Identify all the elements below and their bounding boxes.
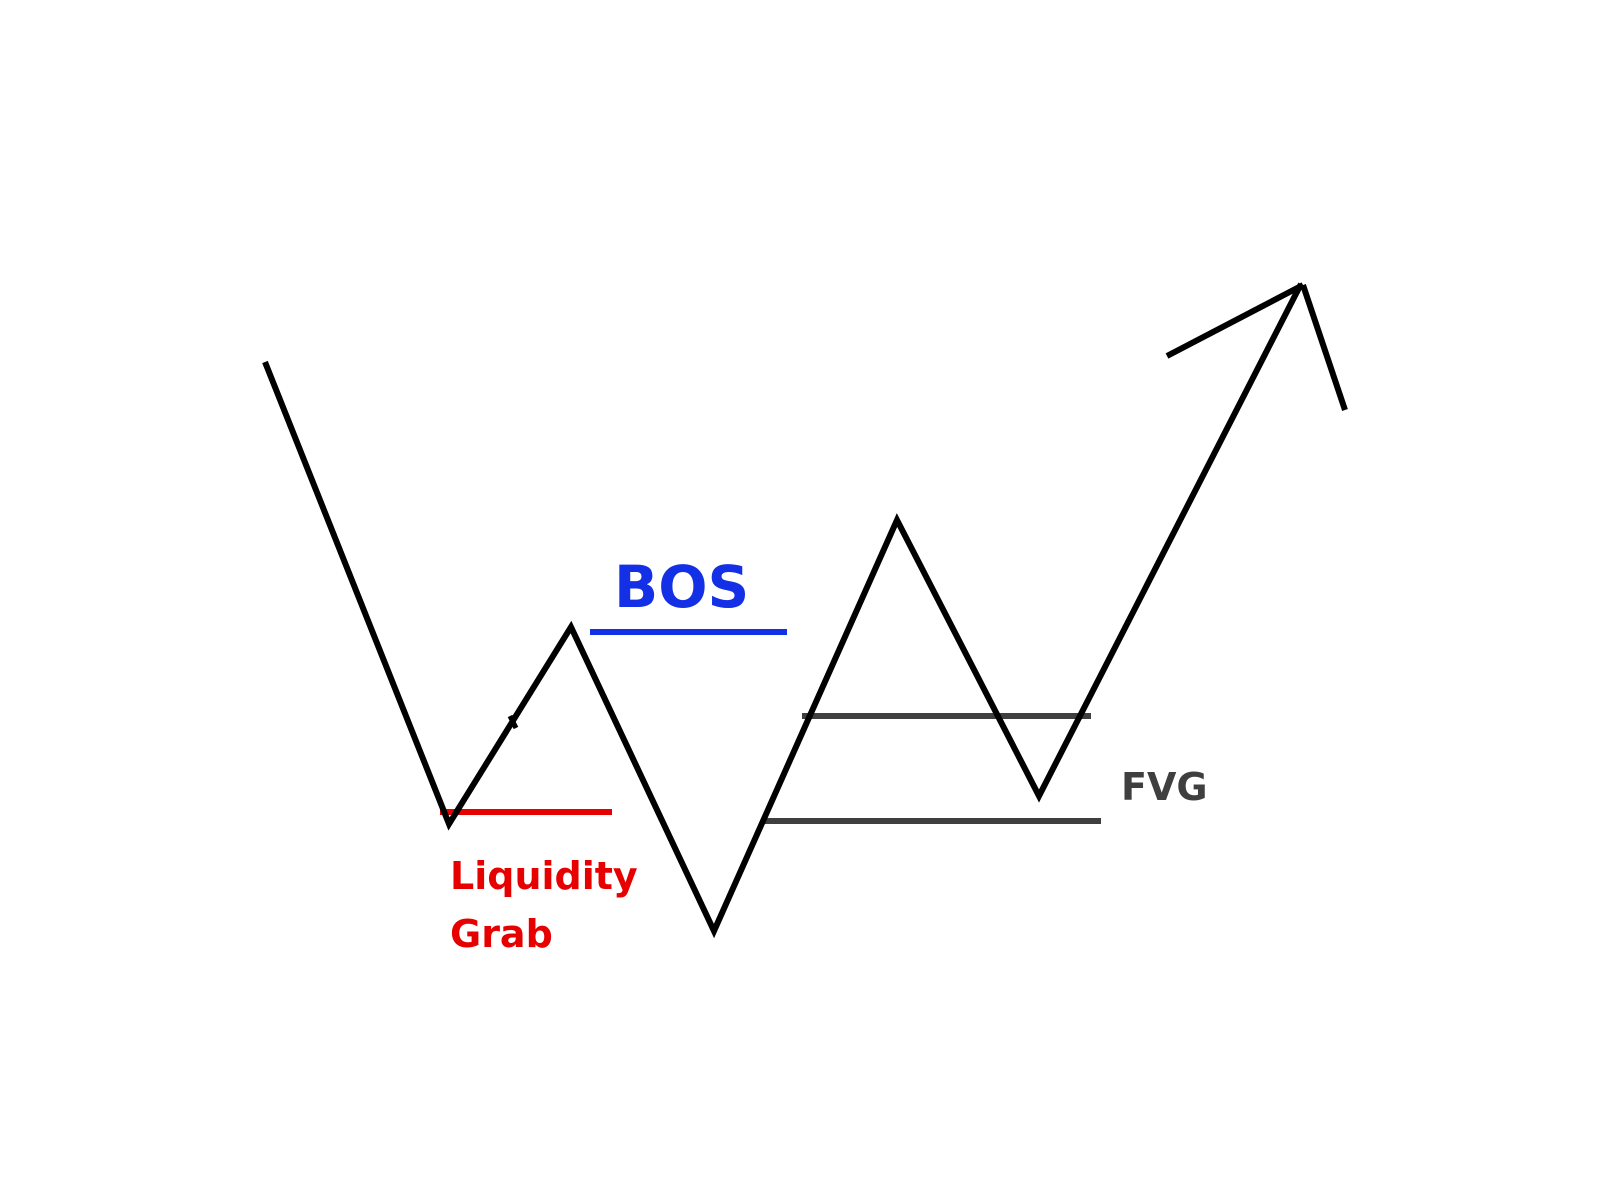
- price-path: [262, 282, 1304, 939]
- fvg-label: FVG: [1121, 765, 1208, 809]
- liquidity-label-line1: Liquidity: [450, 854, 638, 898]
- liquidity-label-line2: Grab: [450, 912, 553, 956]
- swing-tick: [507, 714, 519, 730]
- arrow-up-right-icon: [1165, 282, 1348, 411]
- bos-label: BOS: [614, 553, 749, 621]
